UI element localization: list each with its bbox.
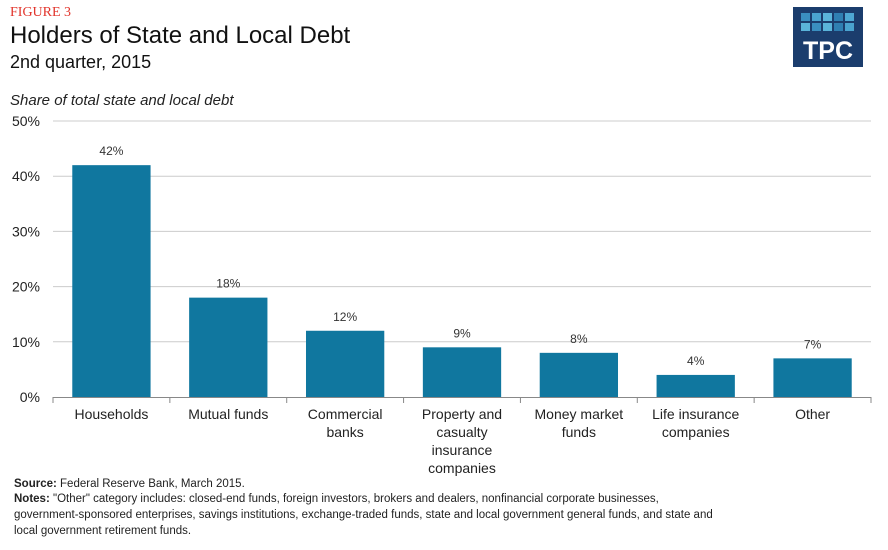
data-label: 9%: [453, 326, 471, 340]
bar: [189, 297, 268, 397]
y-tick-label: 50%: [12, 113, 40, 129]
notes-label: Notes:: [14, 493, 50, 505]
logo-cell: [801, 13, 810, 21]
bar: [656, 374, 735, 397]
y-tick-label: 20%: [12, 279, 40, 295]
notes-line-1: "Other" category includes: closed-end fu…: [52, 493, 659, 505]
x-tick-label: Households: [74, 406, 148, 422]
bar: [539, 352, 619, 397]
logo-cell: [834, 23, 843, 31]
logo-cell: [812, 13, 821, 21]
source-note: Source: Federal Reserve Bank, March 2015…: [14, 476, 245, 492]
tpc-logo: TPC: [793, 7, 863, 67]
notes: Notes: "Other" category includes: closed…: [14, 491, 713, 539]
x-tick-label: Commercial: [308, 406, 383, 422]
bar: [422, 347, 502, 397]
x-tick-label: funds: [562, 424, 596, 440]
x-tick-label: insurance: [432, 442, 493, 458]
bar: [305, 330, 385, 397]
logo-cell: [845, 13, 854, 21]
chart-subtitle: 2nd quarter, 2015: [10, 52, 152, 72]
source-label: Source:: [14, 478, 57, 490]
x-tick-label: Other: [795, 406, 830, 422]
logo-cell: [823, 13, 832, 21]
y-tick-label: 40%: [12, 168, 40, 184]
source-text: Federal Reserve Bank, March 2015.: [60, 478, 245, 490]
notes-line-3: local government retirement funds.: [14, 525, 192, 537]
x-tick-label: Mutual funds: [188, 406, 268, 422]
logo-cell: [801, 23, 810, 31]
logo-cell: [812, 23, 821, 31]
logo-cell: [845, 23, 854, 31]
x-tick-label: casualty: [436, 424, 487, 440]
logo-text: TPC: [803, 37, 853, 65]
chart-title: Holders of State and Local Debt: [10, 22, 351, 49]
bar: [773, 358, 852, 397]
data-label: 42%: [99, 144, 123, 158]
data-label: 12%: [333, 310, 357, 324]
x-tick-label: Property and: [422, 406, 502, 422]
x-tick-label: Life insurance: [652, 406, 739, 422]
x-tick-label: Money market: [535, 406, 624, 422]
x-tick-label: banks: [326, 424, 363, 440]
y-tick-label: 30%: [12, 223, 40, 239]
x-tick-label: companies: [662, 424, 730, 440]
notes-line-2: government-sponsored enterprises, saving…: [14, 509, 713, 521]
data-label: 8%: [570, 332, 588, 346]
y-axis-label: Share of total state and local debt: [10, 92, 234, 109]
data-label: 4%: [687, 354, 705, 368]
bar: [72, 165, 151, 397]
data-label: 18%: [216, 277, 240, 291]
logo-cell: [834, 13, 843, 21]
y-tick-label: 0%: [20, 389, 40, 405]
y-tick-label: 10%: [12, 334, 40, 350]
logo-cell: [823, 23, 832, 31]
figure-label: FIGURE 3: [10, 5, 72, 20]
data-label: 7%: [804, 337, 822, 351]
x-tick-label: companies: [428, 460, 496, 476]
